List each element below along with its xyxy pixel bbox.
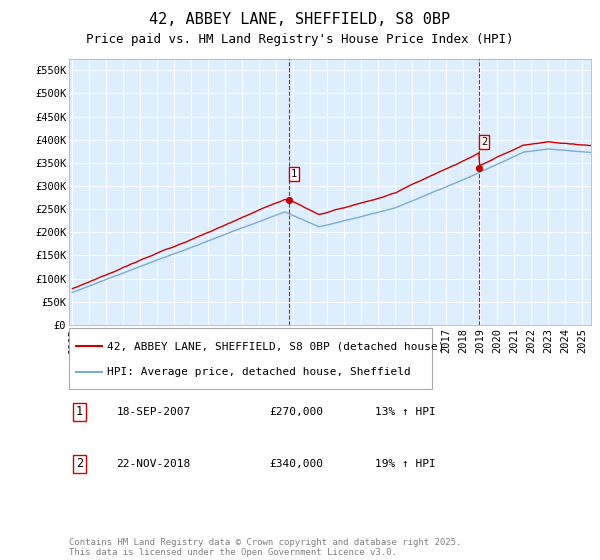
- Text: 42, ABBEY LANE, SHEFFIELD, S8 0BP (detached house): 42, ABBEY LANE, SHEFFIELD, S8 0BP (detac…: [107, 341, 445, 351]
- Text: 2: 2: [481, 137, 487, 147]
- Text: 42, ABBEY LANE, SHEFFIELD, S8 0BP: 42, ABBEY LANE, SHEFFIELD, S8 0BP: [149, 12, 451, 27]
- FancyBboxPatch shape: [69, 328, 432, 389]
- Text: Contains HM Land Registry data © Crown copyright and database right 2025.
This d: Contains HM Land Registry data © Crown c…: [69, 538, 461, 557]
- Text: 1: 1: [290, 169, 297, 179]
- Text: 1: 1: [76, 405, 83, 418]
- Text: 18-SEP-2007: 18-SEP-2007: [116, 407, 191, 417]
- Text: £270,000: £270,000: [269, 407, 323, 417]
- Point: [474, 163, 484, 172]
- Text: 22-NOV-2018: 22-NOV-2018: [116, 459, 191, 469]
- Text: Price paid vs. HM Land Registry's House Price Index (HPI): Price paid vs. HM Land Registry's House …: [86, 32, 514, 46]
- Point: [284, 195, 293, 204]
- Text: 2: 2: [76, 458, 83, 470]
- Text: HPI: Average price, detached house, Sheffield: HPI: Average price, detached house, Shef…: [107, 367, 411, 377]
- Text: £340,000: £340,000: [269, 459, 323, 469]
- Text: 13% ↑ HPI: 13% ↑ HPI: [375, 407, 436, 417]
- Text: 19% ↑ HPI: 19% ↑ HPI: [375, 459, 436, 469]
